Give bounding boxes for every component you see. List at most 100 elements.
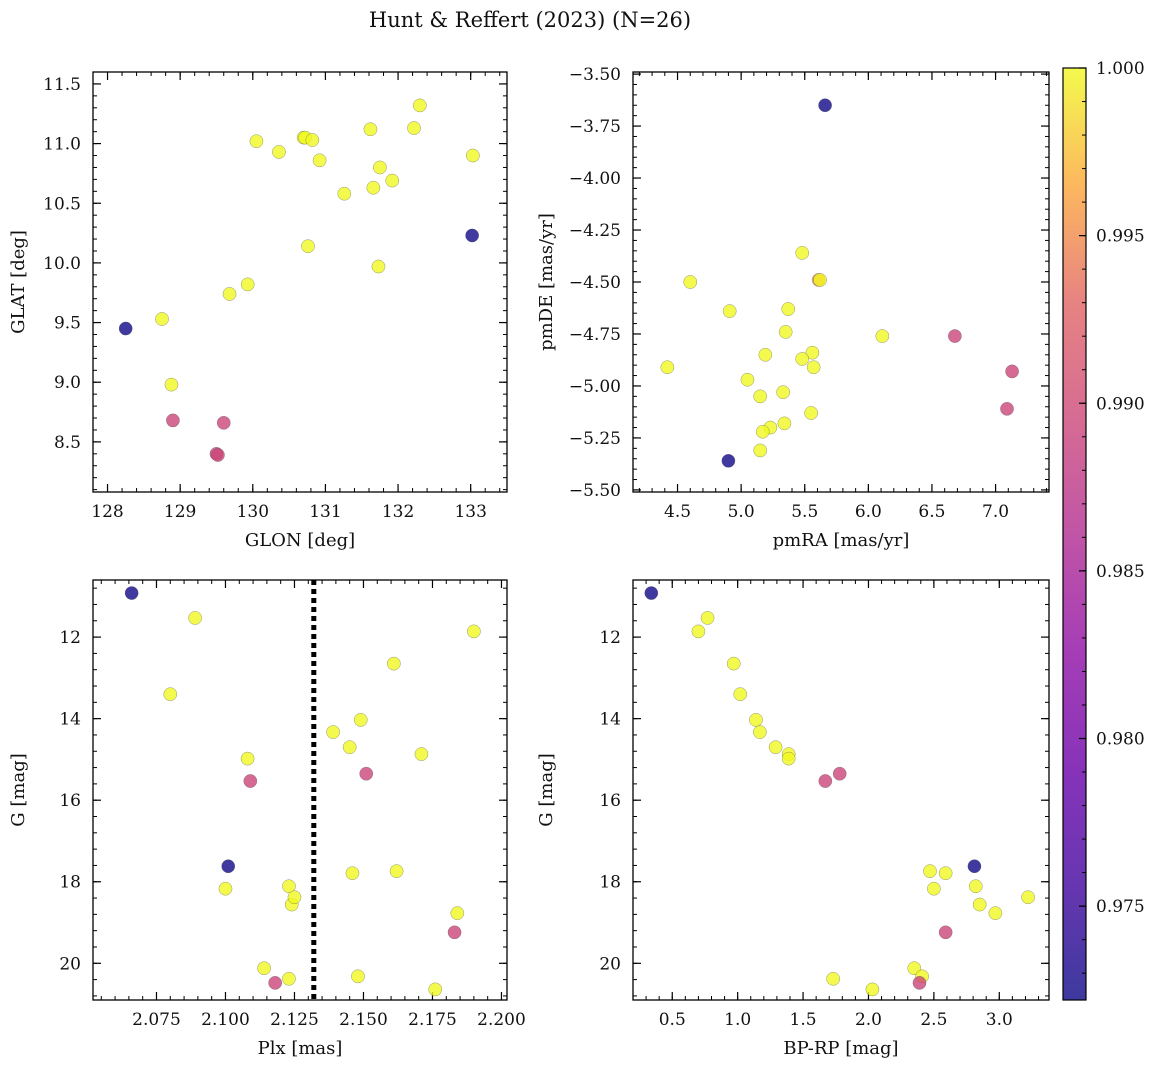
x-tick-label: 5.5: [791, 502, 818, 522]
scatter-point: [353, 713, 368, 727]
scatter-point: [240, 277, 255, 292]
x-tick-label: 4.5: [664, 502, 691, 522]
y-tick-label: 11.0: [43, 135, 81, 155]
scatter-point: [359, 766, 374, 781]
scatter-point: [363, 122, 378, 137]
x-tick-label: 2.125: [270, 1010, 319, 1030]
scatter-point: [1005, 364, 1019, 379]
scatter-point: [282, 971, 296, 986]
scatter-point: [749, 713, 763, 727]
scatter-point: [218, 881, 233, 896]
x-tick-label: 132: [382, 502, 414, 522]
panel-plx-g: 2.075 2.100 2.125 2.150 2.175 2.200 12 14 16 18 20…: [8, 579, 526, 1059]
scatter-point: [804, 406, 818, 420]
scatter-point: [988, 906, 1003, 920]
scatter-point: [805, 345, 820, 360]
y-tick-label: 18: [599, 873, 621, 893]
y-tick-label: −5.00: [569, 377, 621, 397]
scatter-point: [740, 372, 755, 387]
scatter-point: [371, 259, 386, 274]
x-tick-label: 133: [454, 502, 486, 522]
scatter-point: [726, 656, 741, 671]
scatter-point: [875, 329, 890, 343]
x-tick-label: 6.5: [918, 502, 945, 522]
scatter-point: [466, 148, 480, 163]
scatter-point: [755, 424, 770, 439]
scatter-point: [342, 740, 357, 755]
y-tick-label: 20: [59, 954, 81, 974]
y-tick-label: −3.50: [569, 65, 621, 85]
x-tick-label: 2.5: [920, 1010, 947, 1030]
scatter-point: [758, 347, 773, 362]
x-tick-label: 5.0: [728, 502, 755, 522]
scatter-point: [813, 273, 827, 287]
scatter-point: [312, 153, 327, 168]
x-tick-label: 1.5: [790, 1010, 817, 1030]
scatter-point: [240, 751, 255, 766]
panel-glon-glat: 128 129 130 131 132 133 8.5 9.0 9.5 10.0 10.5 11.0 1…: [8, 71, 508, 551]
scatter-point: [938, 925, 953, 940]
scatter-point: [373, 160, 387, 175]
colorbar-tick-label: 0.980: [1096, 730, 1145, 750]
colorbar-frame: [1062, 67, 1087, 1001]
scatter-point: [972, 897, 987, 912]
x-axis-label: Plx [mas]: [258, 1038, 343, 1059]
scatter-point: [722, 304, 737, 318]
x-axis-label: BP-RP [mag]: [783, 1038, 898, 1059]
x-axis-label: pmRA [mas/yr]: [773, 530, 910, 551]
colorbar-tick-label: 0.975: [1096, 897, 1145, 917]
scatter-point: [412, 98, 427, 113]
axes-frame: [632, 71, 1050, 493]
scatter-point: [927, 881, 941, 896]
y-axis-label: pmDE [mas/yr]: [536, 213, 557, 351]
scatter-point: [305, 133, 320, 147]
scatter-point: [326, 725, 340, 739]
scatter-point: [938, 866, 953, 881]
x-tick-label: 2.0: [855, 1010, 882, 1030]
scatter-point: [268, 976, 283, 990]
scatter-point: [818, 98, 832, 113]
colorbar-gradient: [1063, 68, 1086, 1000]
scatter-point: [272, 145, 286, 159]
scatter-point: [249, 134, 264, 149]
axes-frame: [92, 579, 508, 1001]
scatter-point: [912, 976, 927, 990]
x-tick-label: 131: [309, 502, 341, 522]
y-tick-label: −5.50: [569, 481, 621, 501]
scatter-point: [351, 969, 365, 984]
x-tick-label: 129: [164, 502, 196, 522]
scatter-point: [781, 302, 796, 316]
scatter-point: [700, 611, 715, 625]
scatter-point: [465, 228, 479, 243]
scatter-point: [644, 586, 659, 600]
x-tick-label: 3.0: [986, 1010, 1013, 1030]
colorbar: 0.975 0.980 0.985 0.990 0.995 1.000: [1062, 59, 1145, 1001]
y-tick-label: 14: [59, 710, 81, 730]
scatter-point: [345, 866, 360, 881]
y-tick-label: 10.0: [43, 254, 81, 274]
figure-title: Hunt & Reffert (2023) (N=26): [369, 8, 691, 32]
y-tick-label: 11.5: [43, 75, 81, 95]
scatter-point: [366, 180, 381, 195]
colorbar-tick-label: 0.990: [1096, 394, 1145, 414]
x-tick-label: 2.175: [408, 1010, 457, 1030]
scatter-point: [781, 751, 796, 766]
scatter-point: [428, 982, 443, 997]
y-tick-label: −4.75: [569, 325, 621, 345]
scatter-point: [923, 864, 937, 878]
scatter-point: [768, 740, 783, 755]
scatter-point: [818, 774, 833, 788]
y-tick-label: 18: [59, 873, 81, 893]
y-axis-label: G [mag]: [536, 753, 557, 826]
scatter-point: [753, 725, 767, 739]
y-tick-label: 8.5: [54, 433, 81, 453]
x-tick-label: 6.0: [855, 502, 882, 522]
scatter-point: [776, 385, 790, 400]
x-tick-label: 7.0: [982, 502, 1009, 522]
scatter-point: [733, 687, 748, 702]
scatter-point: [163, 687, 178, 702]
scatter-point: [467, 624, 481, 639]
scatter-point: [865, 982, 880, 997]
colorbar-tick-label: 0.995: [1096, 227, 1145, 247]
